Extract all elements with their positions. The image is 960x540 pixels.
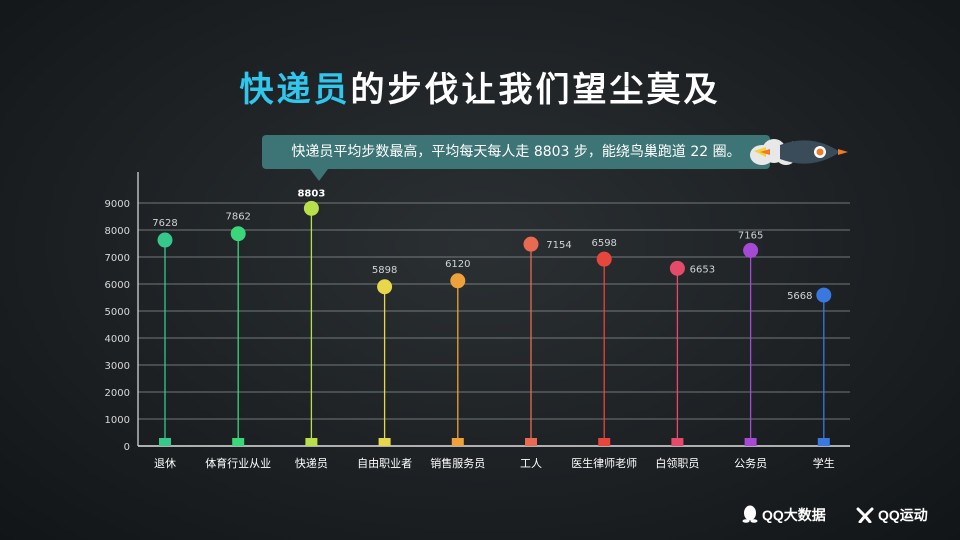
y-tick-label: 9000 <box>105 199 130 210</box>
data-label: 5898 <box>372 265 397 276</box>
lollipop-base <box>159 438 171 446</box>
data-label: 6120 <box>445 259 470 270</box>
footer-brand-left: QQ大数据 <box>742 505 826 526</box>
lollipop-point <box>377 279 393 295</box>
lollipop-base <box>378 438 391 446</box>
callout-bubble: 快递员平均步数最高，平均每天每人走 8803 步，能绕鸟巢跑道 22 圈。 <box>262 135 770 181</box>
x-tick-label: 退休 <box>154 457 176 470</box>
footer-brand-right: QQ运动 <box>856 505 928 526</box>
lollipop-base <box>744 438 757 446</box>
x-tick-label: 医生律师老师 <box>571 456 637 470</box>
data-label: 7165 <box>738 230 763 241</box>
data-label: 5668 <box>787 291 812 302</box>
lollipop-base <box>232 438 245 446</box>
lollipop-base <box>525 438 537 446</box>
lollipop-point <box>230 226 246 242</box>
lollipop-base <box>598 438 611 446</box>
x-tick-label: 学生 <box>813 456 835 470</box>
x-tick-label: 自由职业者 <box>357 456 412 470</box>
data-label: 7154 <box>546 240 571 251</box>
x-tick-label: 销售服务员 <box>430 456 485 470</box>
x-tick-label: 体育行业从业 <box>205 456 271 470</box>
y-tick-label: 3000 <box>105 361 130 372</box>
title-highlight: 快递员 <box>239 70 351 110</box>
y-tick-label: 1000 <box>105 415 130 426</box>
data-label: 7862 <box>225 212 250 223</box>
lollipop-base <box>817 438 830 446</box>
lollipop-point <box>596 251 612 267</box>
page-title: 快递员的步伐让我们望尘莫及 <box>0 62 960 111</box>
y-tick-label: 2000 <box>105 388 130 399</box>
lollipop-point <box>303 200 319 216</box>
y-tick-label: 6000 <box>105 280 130 291</box>
x-tick-label: 工人 <box>520 457 542 470</box>
y-tick-label: 0 <box>124 442 130 453</box>
lollipop-point <box>743 242 759 258</box>
lollipop-base <box>305 438 318 446</box>
lollipop-base <box>451 438 464 446</box>
x-tick-label: 快递员 <box>295 456 328 470</box>
lollipop-point <box>157 232 173 248</box>
data-label: 6653 <box>690 264 715 275</box>
data-label: 8803 <box>297 188 325 199</box>
y-tick-label: 4000 <box>105 334 130 345</box>
y-tick-label: 7000 <box>105 253 130 264</box>
qq-sport-icon <box>856 507 874 526</box>
callout-text: 快递员平均步数最高，平均每天每人走 8803 步，能绕鸟巢跑道 22 圈。 <box>291 144 741 160</box>
lollipop-point <box>816 287 832 303</box>
data-label: 6598 <box>591 238 616 249</box>
brand-right-label: QQ运动 <box>878 507 928 523</box>
qq-penguin-icon <box>742 505 758 526</box>
x-tick-label: 白领职员 <box>655 456 699 470</box>
y-tick-label: 8000 <box>105 226 130 237</box>
y-tick-label: 5000 <box>105 307 130 318</box>
data-label: 7628 <box>152 218 177 229</box>
lollipop-point <box>669 260 685 276</box>
x-tick-label: 公务员 <box>734 457 767 470</box>
lollipop-base <box>671 438 684 446</box>
lollipop-point <box>523 236 539 252</box>
title-rest: 的步伐让我们望尘莫及 <box>350 70 721 110</box>
lollipop-point <box>450 273 466 289</box>
brand-left-label: QQ大数据 <box>762 507 826 523</box>
rocket-icon <box>750 139 848 165</box>
